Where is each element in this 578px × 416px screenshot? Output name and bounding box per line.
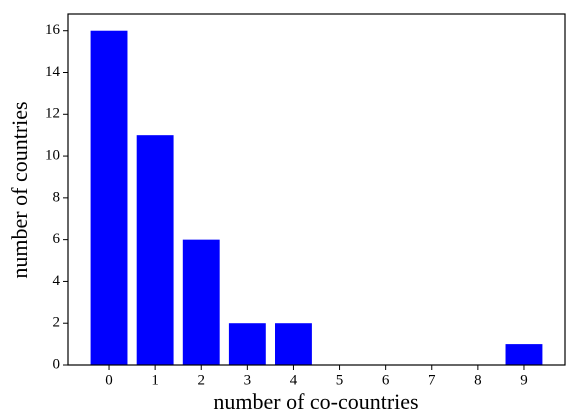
x-tick-label: 3 — [244, 372, 252, 388]
x-axis-label: number of co-countries — [213, 389, 418, 414]
x-tick-label: 1 — [151, 372, 159, 388]
y-tick-label: 8 — [53, 189, 61, 205]
bar — [90, 30, 128, 365]
y-tick-label: 4 — [53, 273, 61, 289]
y-tick-label: 0 — [53, 356, 61, 372]
x-tick-label: 6 — [382, 372, 390, 388]
y-tick-label: 6 — [53, 231, 61, 247]
x-tick-label: 2 — [197, 372, 205, 388]
y-tick-label: 14 — [45, 64, 61, 80]
bar — [275, 323, 312, 365]
plot-frame — [67, 13, 566, 366]
bar — [136, 135, 174, 365]
y-tick-label: 10 — [45, 148, 60, 164]
y-tick-label: 12 — [45, 106, 60, 122]
x-tick-label: 7 — [428, 372, 436, 388]
bar — [505, 344, 543, 365]
y-axis-label: number of countries — [7, 101, 32, 278]
bar — [182, 239, 220, 365]
x-tick-label: 8 — [474, 372, 482, 388]
x-tick-label: 9 — [520, 372, 528, 388]
x-tick-label: 5 — [336, 372, 344, 388]
bar — [228, 323, 266, 365]
y-tick-label: 16 — [45, 22, 61, 38]
x-tick-label: 4 — [290, 372, 298, 388]
y-tick-label: 2 — [53, 315, 61, 331]
x-tick-label: 0 — [105, 372, 113, 388]
